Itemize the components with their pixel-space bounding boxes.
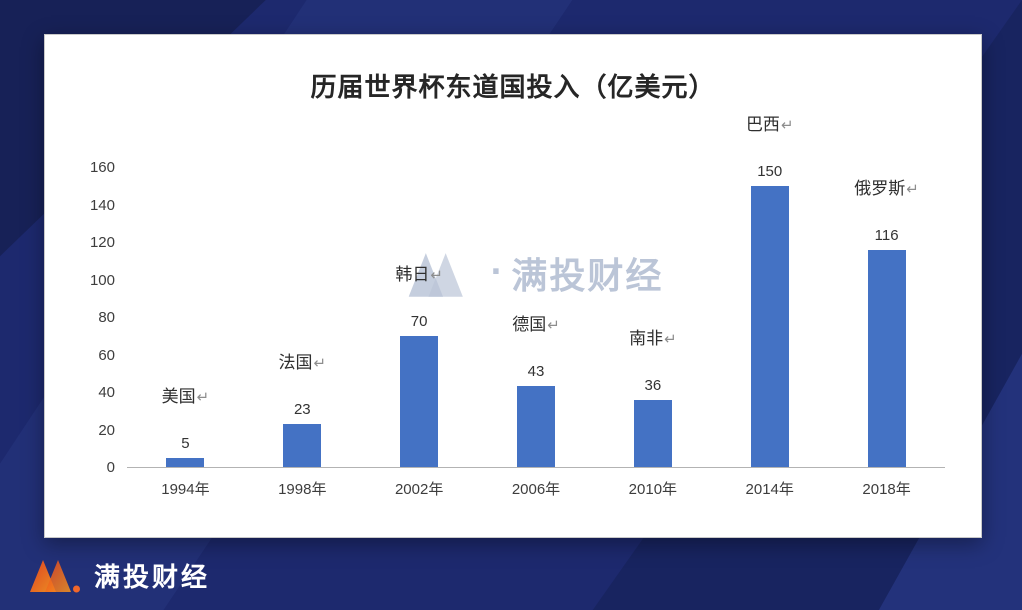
x-axis-label: 2010年 <box>628 481 678 498</box>
country-label: 俄罗斯↵ <box>854 178 919 198</box>
brand-name: 满投财经 <box>94 561 211 592</box>
y-tick-label: 40 <box>98 384 115 401</box>
y-tick-label: 160 <box>89 159 115 176</box>
bar <box>400 335 439 467</box>
bar-value-label: 150 <box>757 162 783 180</box>
country-label: 韩日↵ <box>395 264 443 284</box>
bar-column: 巴西↵ 150 <box>711 110 828 467</box>
x-axis-label: 2018年 <box>862 481 911 498</box>
brand-m-icon <box>30 560 80 593</box>
return-mark: ↵ <box>547 317 560 335</box>
watermark-separator: · <box>490 251 504 294</box>
return-mark: ↵ <box>430 266 443 284</box>
bar <box>633 399 672 467</box>
y-axis: 0 20 40 60 80 100 120 140 160 <box>75 159 127 476</box>
brand-logo: 满投财经 <box>30 556 210 594</box>
chart-card: 历届世界杯东道国投入（亿美元） 0 20 40 60 80 100 120 140 160 · … <box>44 34 982 538</box>
x-axis: 1994年 1998年 2002年 2006年 2010年 2014年 2018年 <box>127 478 945 499</box>
x-axis-label: 1998年 <box>278 481 327 498</box>
bar <box>166 457 205 467</box>
return-mark: ↵ <box>780 116 794 134</box>
country-label: 南非↵ <box>629 328 677 348</box>
bar-column: 俄罗斯↵ 116 <box>828 174 945 467</box>
bar-value-label: 36 <box>644 376 662 394</box>
y-tick-label: 20 <box>98 421 115 439</box>
y-tick-label: 140 <box>89 196 115 214</box>
y-tick-label: 120 <box>89 234 115 251</box>
y-tick-label: 0 <box>106 459 115 476</box>
bar-column: 法国↵ 23 <box>244 348 361 467</box>
x-axis-label: 2014年 <box>745 481 794 498</box>
return-mark: ↵ <box>664 330 677 348</box>
country-label: 美国↵ <box>161 386 210 406</box>
x-axis-label: 1994年 <box>161 481 210 498</box>
watermark-m-icon <box>408 252 463 297</box>
bar <box>283 423 322 467</box>
x-axis-label: 2002年 <box>394 481 444 498</box>
chart-area: 0 20 40 60 80 100 120 140 160 · 满投财经 美国↵ 5 法国↵ 23 韩日… <box>75 115 945 476</box>
country-label: 法国↵ <box>278 352 327 372</box>
bar <box>867 249 906 467</box>
bar-value-label: 23 <box>293 400 311 418</box>
bar-column: 韩日↵ 70 <box>361 260 478 467</box>
y-tick-label: 100 <box>89 271 115 289</box>
bar <box>517 386 555 467</box>
country-label: 巴西↵ <box>745 114 794 134</box>
plot-area: · 满投财经 美国↵ 5 法国↵ 23 韩日↵ 70 德国↵ 43 南非↵ 36 巴西↵ 150 俄罗斯… <box>127 115 945 468</box>
return-mark: ↵ <box>906 180 919 198</box>
bar-value-label: 116 <box>874 226 899 244</box>
bar-value-label: 43 <box>527 363 545 381</box>
bar <box>750 185 789 467</box>
bar-column: 德国↵ 43 <box>478 310 595 467</box>
return-mark: ↵ <box>313 354 327 372</box>
bars-container: 美国↵ 5 法国↵ 23 韩日↵ 70 德国↵ 43 南非↵ 36 巴西↵ 150 俄罗斯↵ 116 <box>127 115 945 467</box>
x-axis-label: 2006年 <box>511 481 561 498</box>
bar-column: 南非↵ 36 <box>594 324 711 467</box>
bar-column: 美国↵ 5 <box>127 382 244 467</box>
return-mark: ↵ <box>196 388 210 406</box>
bar-value-label: 70 <box>410 312 428 330</box>
chart-title: 历届世界杯东道国投入（亿美元） <box>310 72 716 102</box>
y-tick-label: 80 <box>98 309 115 326</box>
watermark: · 满投财经 <box>408 247 664 299</box>
watermark-text: 满投财经 <box>511 254 664 296</box>
bar-value-label: 5 <box>181 434 190 452</box>
y-tick-label: 60 <box>98 346 115 364</box>
country-label: 德国↵ <box>512 315 560 335</box>
